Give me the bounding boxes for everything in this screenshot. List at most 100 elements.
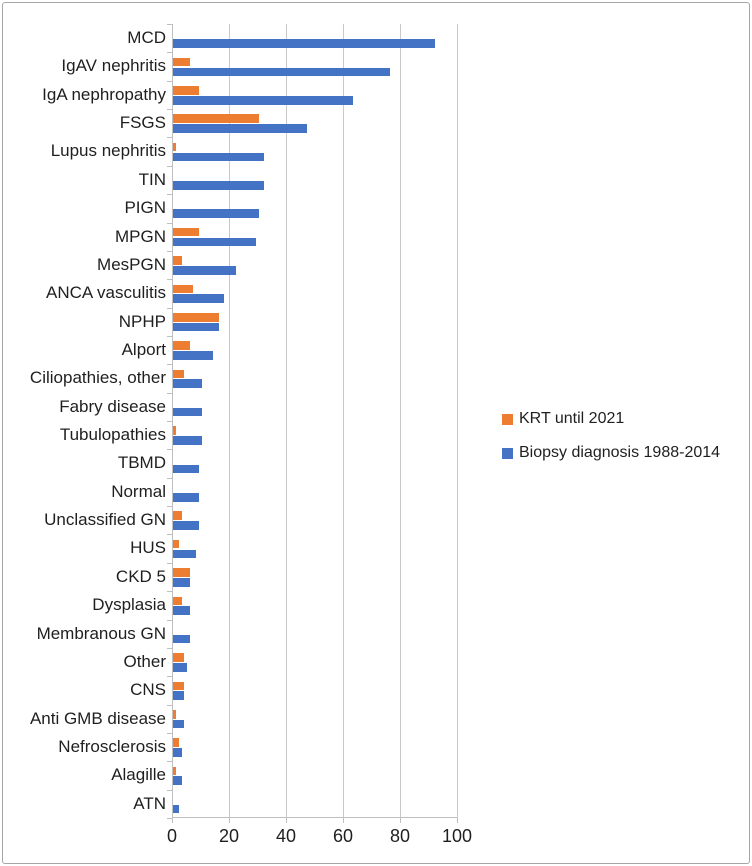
bar-biopsy [173,124,307,133]
x-tick-label-60: 60 [332,826,354,846]
bar-biopsy [173,95,353,105]
value-axis-tick-40 [286,818,287,823]
bar-biopsy [173,521,199,530]
bar-krt [173,568,191,577]
category-label: Anti GMB disease [29,708,166,728]
x-tick-label-20: 20 [218,826,240,846]
category-axis-tick [167,279,172,281]
bar-biopsy [173,663,188,672]
category-label: MPGN [115,226,166,246]
bar-biopsy [173,379,202,389]
bar-biopsy [173,634,191,644]
category-label: ANCA vasculitis [46,283,166,303]
category-axis-tick [167,222,172,224]
bar-biopsy [173,606,191,615]
category-label: Alport [121,339,166,359]
value-axis-tick-0 [172,818,173,823]
category-axis-tick [167,619,172,621]
legend: KRT until 2021 Biopsy diagnosis 1988-201… [502,409,720,477]
category-axis-tick [167,506,172,508]
category-label: HUS [130,538,166,558]
category-label: IgA nephropathy [42,84,166,104]
bar-krt [173,653,185,662]
category-axis-tick [167,449,172,451]
category-label: CKD 5 [115,566,166,586]
category-axis-tick [167,80,172,82]
category-label: Membranous GN [36,623,166,643]
category-label: Tubulopathies [59,425,166,444]
bar-biopsy [173,436,202,445]
legend-entry-krt: KRT until 2021 [502,409,720,429]
category-label: Nefrosclerosis [58,736,166,756]
value-axis-labels: 0 20 40 60 80 100 [167,826,472,850]
category-label: ATN [133,793,166,813]
bar-biopsy [173,719,185,729]
bar-krt [173,511,182,521]
x-tick-label-100: 100 [441,826,473,846]
category-axis-tick [167,250,172,252]
gridline-20 [229,24,230,818]
category-axis-tick [167,534,172,536]
bar-biopsy [173,464,199,474]
bar-biopsy [173,492,199,502]
x-tick-label-0: 0 [166,826,177,846]
value-axis-tick-100 [457,818,458,823]
category-label: IgAV nephritis [61,56,166,76]
bar-krt [173,681,185,691]
category-axis-labels: MCD IgAV nephritis IgA nephropathy FSGS Lupu… [0,24,166,818]
bar-krt [173,369,185,379]
category-label: PIGN [124,198,166,218]
category-axis-tick [167,137,172,139]
category-axis-tick [167,704,172,706]
category-axis-tick [167,52,172,54]
category-axis-tick [167,761,172,763]
bar-biopsy [173,748,182,757]
gridline-40 [286,24,287,818]
category-axis-tick [167,789,172,791]
bar-krt [173,114,259,124]
bar-krt [173,341,191,350]
category-axis-tick [167,647,172,649]
category-axis-tick [167,591,172,593]
category-axis-tick [167,477,172,479]
category-label: TBMD [117,453,166,473]
bar-biopsy [173,776,182,786]
category-axis-tick [167,335,172,337]
bar-biopsy [173,691,185,700]
bar-biopsy [173,152,265,162]
bar-krt [173,256,182,265]
category-axis-tick [167,818,172,819]
x-tick-label-80: 80 [389,826,411,846]
category-label: Fabry disease [59,396,166,416]
category-axis-tick [167,109,172,111]
category-label: Dysplasia [92,595,166,615]
category-label: Lupus nephritis [50,141,166,161]
bar-biopsy [173,209,259,218]
bar-biopsy [173,67,390,77]
bar-krt [173,738,179,747]
bar-biopsy [173,237,256,247]
category-label: Alagille [111,765,166,785]
bar-biopsy [173,39,436,48]
value-axis-line [172,817,457,818]
category-axis-tick [167,307,172,309]
bar-krt [173,312,219,322]
bar-krt [173,284,193,294]
x-tick-label-40: 40 [275,826,297,846]
bar-krt [173,142,176,152]
bar-krt [173,766,176,776]
bar-krt [173,227,199,237]
bar-biopsy [173,549,196,559]
category-label: MCD [127,28,166,47]
category-label: Ciliopathies, other [29,368,166,388]
category-axis-tick [167,392,172,394]
category-label: Normal [111,481,166,501]
value-axis-tick-60 [343,818,344,823]
bar-biopsy [173,407,202,417]
bar-biopsy [173,266,236,275]
bar-biopsy [173,322,219,332]
category-axis-tick [167,676,172,678]
bar-krt [173,426,176,435]
category-axis-line [172,24,173,818]
